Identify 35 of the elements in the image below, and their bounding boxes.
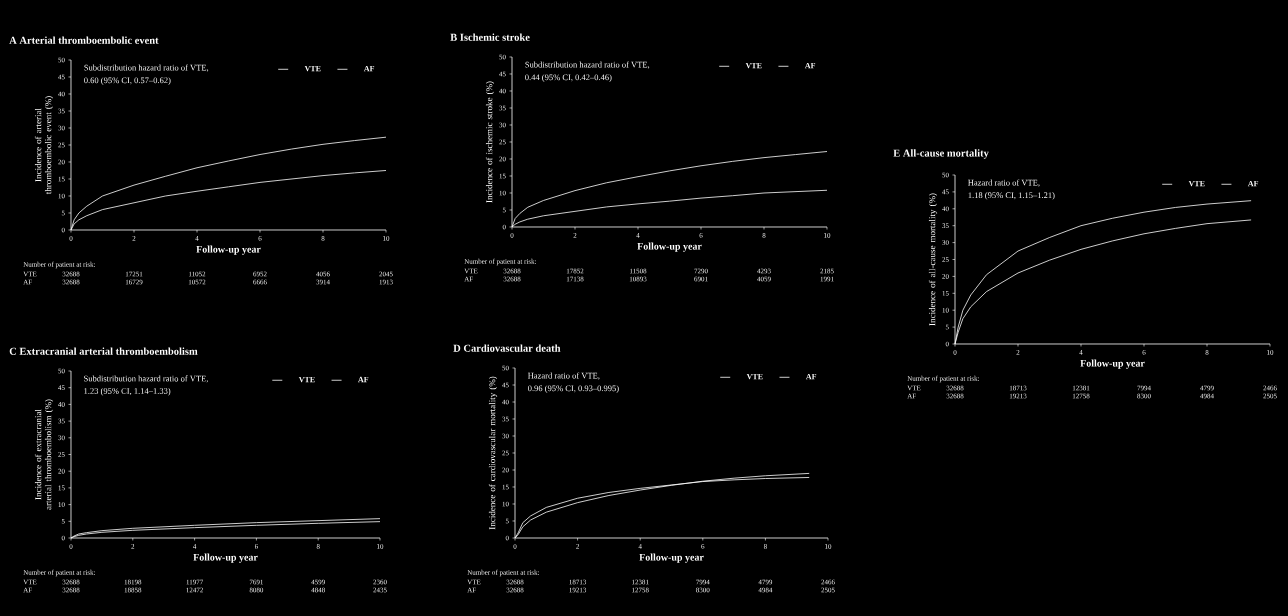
legend-label: VTE bbox=[304, 65, 321, 72]
annotation: Subdistribution hazard ratio of VTE, bbox=[84, 375, 208, 383]
x-axis-title: Follow-up year bbox=[639, 553, 704, 563]
annotation: 1.18 (95% CI, 1.15–1.21) bbox=[968, 192, 1055, 200]
legend-label: VTE bbox=[746, 373, 763, 380]
annotation: 0.60 (95% CI, 0.57–0.62) bbox=[84, 77, 171, 85]
chart-title: D Cardiovascular death bbox=[453, 344, 561, 352]
legend-label: VTE bbox=[298, 376, 315, 383]
legend-label: VTE bbox=[745, 62, 762, 69]
annotation: Subdistribution hazard ratio of VTE, bbox=[525, 61, 650, 69]
legend-label: VTE bbox=[1188, 180, 1205, 187]
x-axis-title: Follow-up year bbox=[196, 245, 261, 255]
chart-title: B Ischemic stroke bbox=[450, 33, 530, 41]
annotation: Hazard ratio of VTE, bbox=[968, 179, 1040, 187]
legend-label: AF bbox=[1247, 180, 1259, 187]
legend-label: AF bbox=[804, 62, 816, 69]
y-axis-title: Incidence of extracranial arterial thromboembolism (%) bbox=[34, 399, 54, 510]
annotation: Subdistribution hazard ratio of VTE, bbox=[84, 64, 209, 72]
x-axis-title: Follow-up year bbox=[1080, 359, 1145, 369]
legend-label: AF bbox=[805, 373, 817, 380]
chart-title: E All-cause mortality bbox=[893, 149, 989, 159]
legend-label: AF bbox=[363, 65, 375, 72]
legend-label: AF bbox=[358, 376, 369, 383]
x-axis-title: Follow-up year bbox=[193, 553, 258, 563]
annotation: 0.44 (95% CI, 0.42–0.46) bbox=[525, 74, 612, 82]
y-axis-title: Incidence of ischemic stroke (%) bbox=[485, 81, 495, 203]
annotation: 1.23 (95% CI, 1.14–1.33) bbox=[84, 387, 171, 396]
chart-title: C Extracranial arterial thromboembolism bbox=[9, 347, 198, 355]
y-axis-title: Incidence of arterial thromboembolic event (%) bbox=[34, 96, 54, 195]
x-axis-title: Follow-up year bbox=[637, 242, 702, 252]
annotation: Hazard ratio of VTE, bbox=[527, 372, 600, 380]
y-axis-title: Incidence of all-cause mortality (%) bbox=[928, 193, 938, 326]
y-axis-title: Incidence of cardiovascular mortality (%) bbox=[488, 376, 498, 530]
annotation: 0.96 (95% CI, 0.93–0.995) bbox=[528, 385, 619, 393]
chart-title: A Arterial thromboembolic event bbox=[9, 36, 159, 44]
